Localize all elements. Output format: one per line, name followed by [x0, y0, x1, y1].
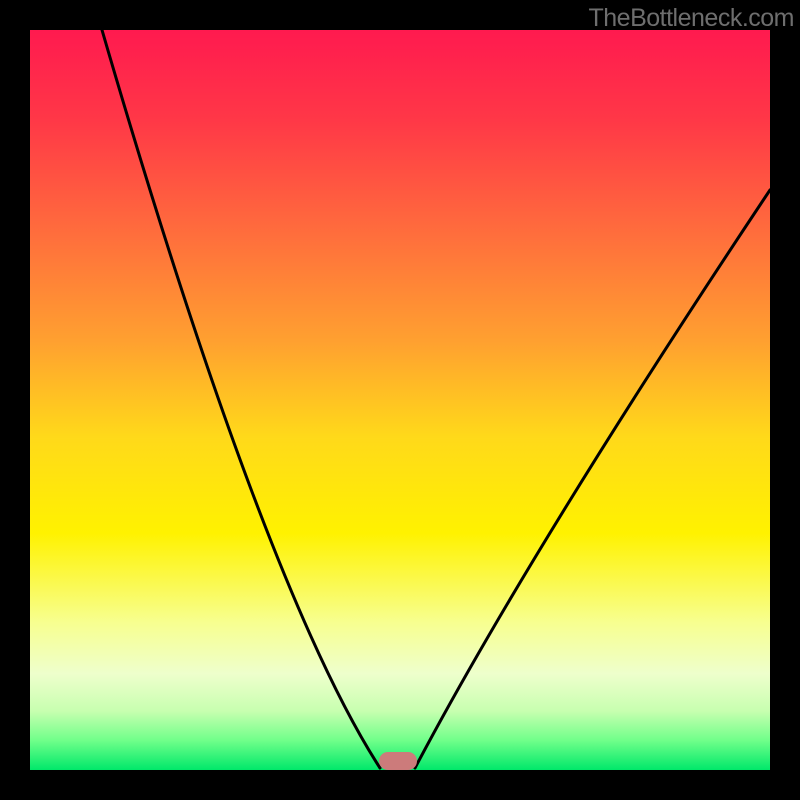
curve-left-branch: [102, 30, 380, 768]
chart-container: TheBottleneck.com: [0, 0, 800, 800]
curve-right-branch: [415, 190, 770, 768]
sweet-spot-marker: [379, 752, 417, 770]
watermark-text: TheBottleneck.com: [589, 4, 795, 33]
bottleneck-curve: [0, 0, 800, 800]
